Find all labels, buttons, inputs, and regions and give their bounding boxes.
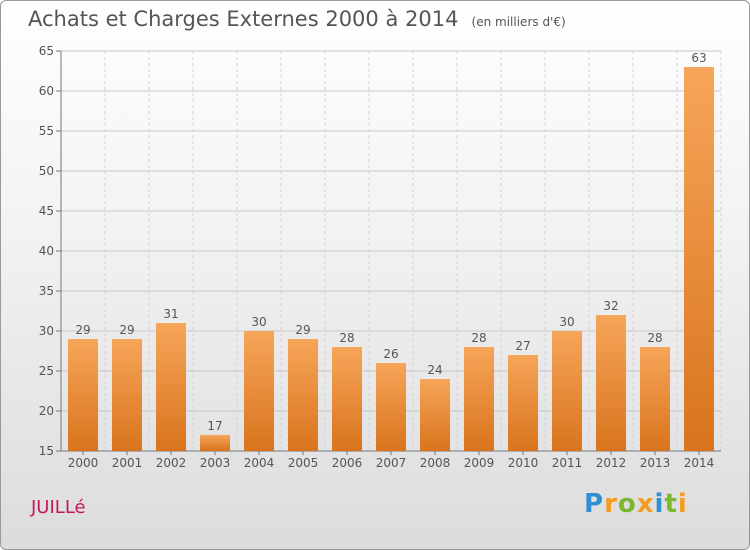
value-label: 32	[603, 299, 618, 313]
value-label: 17	[207, 419, 222, 433]
x-tick-label: 2001	[112, 456, 143, 470]
bar-2005	[288, 339, 318, 451]
x-tick-label: 2014	[684, 456, 715, 470]
y-tick-label: 15	[39, 444, 54, 458]
chart-title: Achats et Charges Externes 2000 à 2014	[28, 7, 459, 31]
chart-subtitle: (en milliers d'€)	[471, 15, 566, 29]
bar-2014	[684, 67, 714, 451]
x-tick-label: 2010	[508, 456, 539, 470]
y-tick-label: 20	[39, 404, 54, 418]
bar-2013	[640, 347, 670, 451]
value-label: 29	[119, 323, 134, 337]
bar-2007	[376, 363, 406, 451]
bar-2000	[68, 339, 98, 451]
chart-heading: Achats et Charges Externes 2000 à 2014 (…	[28, 7, 566, 31]
value-label: 30	[251, 315, 266, 329]
x-tick-label: 2006	[332, 456, 363, 470]
y-tick-label: 60	[39, 84, 54, 98]
x-tick-label: 2012	[596, 456, 627, 470]
bar-2004	[244, 331, 274, 451]
x-tick-label: 2004	[244, 456, 275, 470]
x-tick-label: 2002	[156, 456, 187, 470]
value-label: 28	[471, 331, 486, 345]
y-tick-label: 65	[39, 44, 54, 58]
x-tick-label: 2009	[464, 456, 495, 470]
x-tick-label: 2007	[376, 456, 407, 470]
value-label: 29	[75, 323, 90, 337]
value-label: 31	[163, 307, 178, 321]
bars	[68, 67, 714, 451]
value-label: 24	[427, 363, 442, 377]
bar-2001	[112, 339, 142, 451]
x-tick-label: 2003	[200, 456, 231, 470]
bar-2006	[332, 347, 362, 451]
y-tick-label: 45	[39, 204, 54, 218]
labels: 29 2000 29 2001 31 2002 17 2003 30 2004 29 2005 28 20…	[68, 51, 715, 470]
value-label: 28	[339, 331, 354, 345]
bar-2009	[464, 347, 494, 451]
y-tick-label: 25	[39, 364, 54, 378]
bar-2002	[156, 323, 186, 451]
x-tick-label: 2005	[288, 456, 319, 470]
value-label: 29	[295, 323, 310, 337]
y-tick-label: 55	[39, 124, 54, 138]
x-tick-label: 2011	[552, 456, 583, 470]
y-tick-label: 50	[39, 164, 54, 178]
value-label: 30	[559, 315, 574, 329]
bar-2003	[200, 435, 230, 451]
x-tick-label: 2013	[640, 456, 671, 470]
value-label: 26	[383, 347, 398, 361]
value-label: 63	[691, 51, 706, 65]
x-tick-label: 2008	[420, 456, 451, 470]
value-label: 28	[647, 331, 662, 345]
proxiti-logo: Proxiti	[584, 489, 688, 519]
bar-2012	[596, 315, 626, 451]
y-tick-label: 40	[39, 244, 54, 258]
bar-2011	[552, 331, 582, 451]
commune-name: JUILLé	[31, 497, 86, 518]
y-tick-label: 35	[39, 284, 54, 298]
x-tick-label: 2000	[68, 456, 99, 470]
bar-2008	[420, 379, 450, 451]
bar-2010	[508, 355, 538, 451]
value-label: 27	[515, 339, 530, 353]
y-tick-label: 30	[39, 324, 54, 338]
